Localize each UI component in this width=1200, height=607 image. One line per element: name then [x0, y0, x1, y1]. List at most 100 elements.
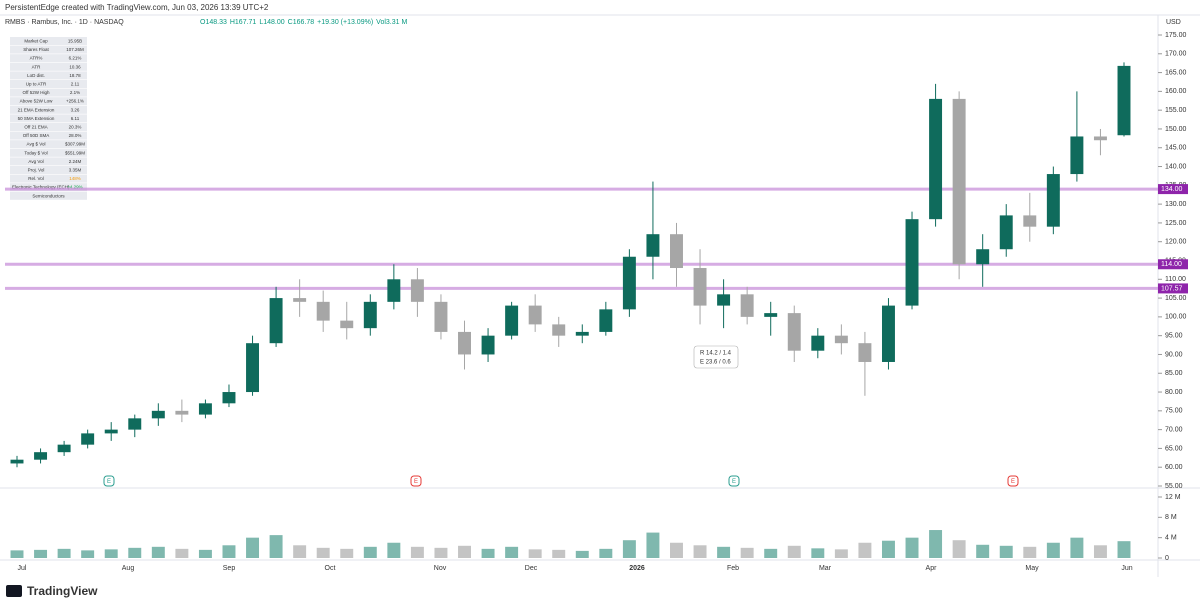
stats-value: 6.21% [69, 56, 82, 61]
plot: 55.00 60.00 65.00 70.00 75.00 80.00 85.00 90.00… [5, 32, 1188, 572]
volume-bar [293, 545, 307, 558]
volume-bar [670, 542, 683, 558]
y-tick-label: 150.00 [1165, 126, 1187, 133]
logo-icon [6, 585, 22, 597]
stats-value: 3.26 [71, 107, 80, 112]
candle-body [410, 279, 424, 302]
x-tick-label: Aug [122, 565, 135, 572]
candle-body [575, 331, 589, 336]
y-tick-label: 95.00 [1165, 333, 1183, 340]
volume-bar [458, 545, 471, 558]
stats-value: 6.11 [71, 116, 80, 121]
stats-row [10, 174, 87, 183]
volume-bar [81, 550, 95, 558]
y-tick-label: 130.00 [1165, 201, 1187, 208]
earnings-label: E [414, 479, 418, 485]
stats-value: 3.35M [69, 167, 82, 172]
y-tick-label: 80.00 [1165, 389, 1183, 396]
volume-bar [434, 547, 448, 558]
candle-body [740, 294, 754, 317]
watermark: PersistentEdge created with TradingView.… [5, 3, 269, 12]
level-label-bg [1158, 184, 1188, 195]
volume-bar [128, 547, 142, 558]
candle-body [929, 98, 943, 220]
y-tick-label: 140.00 [1165, 163, 1187, 170]
candle-body [104, 429, 118, 434]
volume-bar [740, 547, 754, 558]
candle-body [505, 305, 519, 336]
stats-value: 2.24M [69, 159, 82, 164]
x-tick-label: Oct [325, 565, 336, 572]
candle-body [717, 294, 731, 306]
stats-value: 148% [69, 176, 81, 181]
candle-body [458, 331, 471, 355]
candle-body [269, 298, 283, 344]
stats-row [10, 148, 87, 157]
stats-label: Electronic Technology (ECH) [12, 185, 70, 190]
stats-row [10, 114, 87, 123]
volume-bar [175, 548, 189, 558]
candle-body [1117, 65, 1131, 136]
logo: TradingView [6, 584, 98, 598]
ohlc-header: O148.33 H167.71 L148.00 C166.78 +19.30 (+13.… [200, 19, 407, 26]
earnings-label: E [1011, 479, 1015, 485]
x-tick-label: Mar [819, 565, 832, 572]
level-label: 114.00 [1161, 261, 1182, 268]
stats-value: 107.26M [66, 47, 84, 52]
stats-row [10, 88, 87, 97]
stats-label: LoD dist. [27, 73, 45, 78]
y-tick-label: 55.00 [1165, 483, 1183, 490]
volume-bar [57, 548, 71, 558]
candle-body [881, 305, 895, 362]
volume-bar [764, 548, 778, 558]
stats-row [10, 54, 87, 63]
candle-body [811, 335, 825, 351]
y-tick-label: 85.00 [1165, 370, 1183, 377]
ohlc-value: H167.71 [230, 19, 257, 26]
x-tick-label: Jul [18, 565, 27, 572]
x-tick-label: May [1025, 565, 1039, 572]
candle-body [175, 410, 189, 415]
x-tick-label: Jun [1121, 565, 1132, 572]
volume-bar [340, 548, 354, 558]
stats-label: Avg $ Vol [27, 142, 46, 147]
candle-body [952, 98, 966, 265]
volume-bar [410, 546, 424, 558]
annotation: R 14.2 / 1.4 [700, 351, 732, 357]
stats-row [10, 97, 87, 106]
stats-row [10, 157, 87, 166]
stats-value: +256.1% [66, 99, 84, 104]
volume-bar [151, 546, 165, 558]
stats-row [10, 80, 87, 88]
volume-bar [1046, 542, 1060, 558]
earnings-label: E [107, 479, 111, 485]
candle-body [858, 343, 872, 362]
volume-bar [198, 549, 212, 558]
volume-bar [246, 537, 260, 558]
stats-label: Off 50D SMA [23, 133, 49, 138]
stats-row [10, 37, 87, 45]
stats-label: Off 52W High [23, 90, 50, 95]
ohlc-value: L148.00 [259, 19, 284, 26]
v-tick-label: 8 M [1165, 514, 1177, 521]
stats-row [10, 131, 87, 140]
stats-label: 50 SMA Extension [18, 116, 55, 121]
candle-body [976, 249, 990, 265]
earnings-marker [103, 475, 115, 487]
x-tick-label: 2026 [629, 565, 645, 572]
v-tick-label: 4 M [1165, 535, 1177, 542]
volume-bar [528, 549, 542, 558]
y-tick-label: 160.00 [1165, 88, 1187, 95]
volume-bar [646, 532, 660, 558]
y-tick-label: 90.00 [1165, 351, 1183, 358]
v-tick-label: 0 [1165, 555, 1169, 562]
ohlc-value: Vol3.31 M [376, 19, 407, 26]
earnings-marker [1007, 475, 1019, 487]
candle-body [1046, 174, 1060, 227]
stats-label: ATR [32, 64, 41, 69]
volume-bar [811, 548, 825, 558]
y-tick-label: 70.00 [1165, 426, 1183, 433]
candle-body [1070, 136, 1084, 175]
stats-label: Today $ Vol [24, 150, 47, 155]
